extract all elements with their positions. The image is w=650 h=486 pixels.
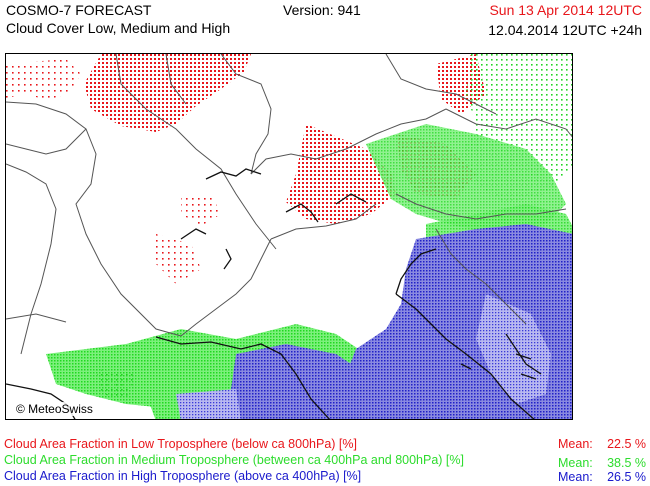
legend-high-cloud: Cloud Area Fraction in High Troposphere … — [4, 469, 362, 483]
coastlines — [6, 168, 542, 419]
mean-low-label: Mean: — [558, 437, 593, 451]
mean-low-cloud: Mean: 22.5 % — [558, 437, 646, 452]
cloud-cover-map: © MeteoSwiss — [5, 53, 573, 420]
map-canvas — [6, 54, 572, 419]
mean-high-label: Mean: — [558, 470, 593, 484]
legend-low-cloud: Cloud Area Fraction in Low Troposphere (… — [4, 437, 357, 451]
mean-medium-value: 38.5 % — [607, 456, 646, 470]
run-time: 12.04.2014 12UTC +24h — [488, 22, 642, 38]
valid-time: Sun 13 Apr 2014 12UTC — [489, 2, 642, 18]
high-cloud-layer — [176, 224, 572, 419]
country-borders — [6, 54, 572, 355]
forecast-title: COSMO-7 FORECAST — [6, 2, 152, 18]
mean-high-cloud: Mean: 26.5 % — [558, 470, 646, 485]
version-label: Version: 941 — [283, 2, 361, 18]
copyright-label: © MeteoSwiss — [14, 402, 95, 416]
legend-medium-cloud: Cloud Area Fraction in Medium Tropospher… — [4, 453, 464, 467]
mean-medium-label: Mean: — [558, 456, 593, 470]
forecast-subtitle: Cloud Cover Low, Medium and High — [6, 20, 231, 36]
mean-medium-cloud: Mean: 38.5 % — [558, 456, 646, 471]
mean-low-value: 22.5 % — [607, 437, 646, 451]
mean-high-value: 26.5 % — [607, 470, 646, 484]
